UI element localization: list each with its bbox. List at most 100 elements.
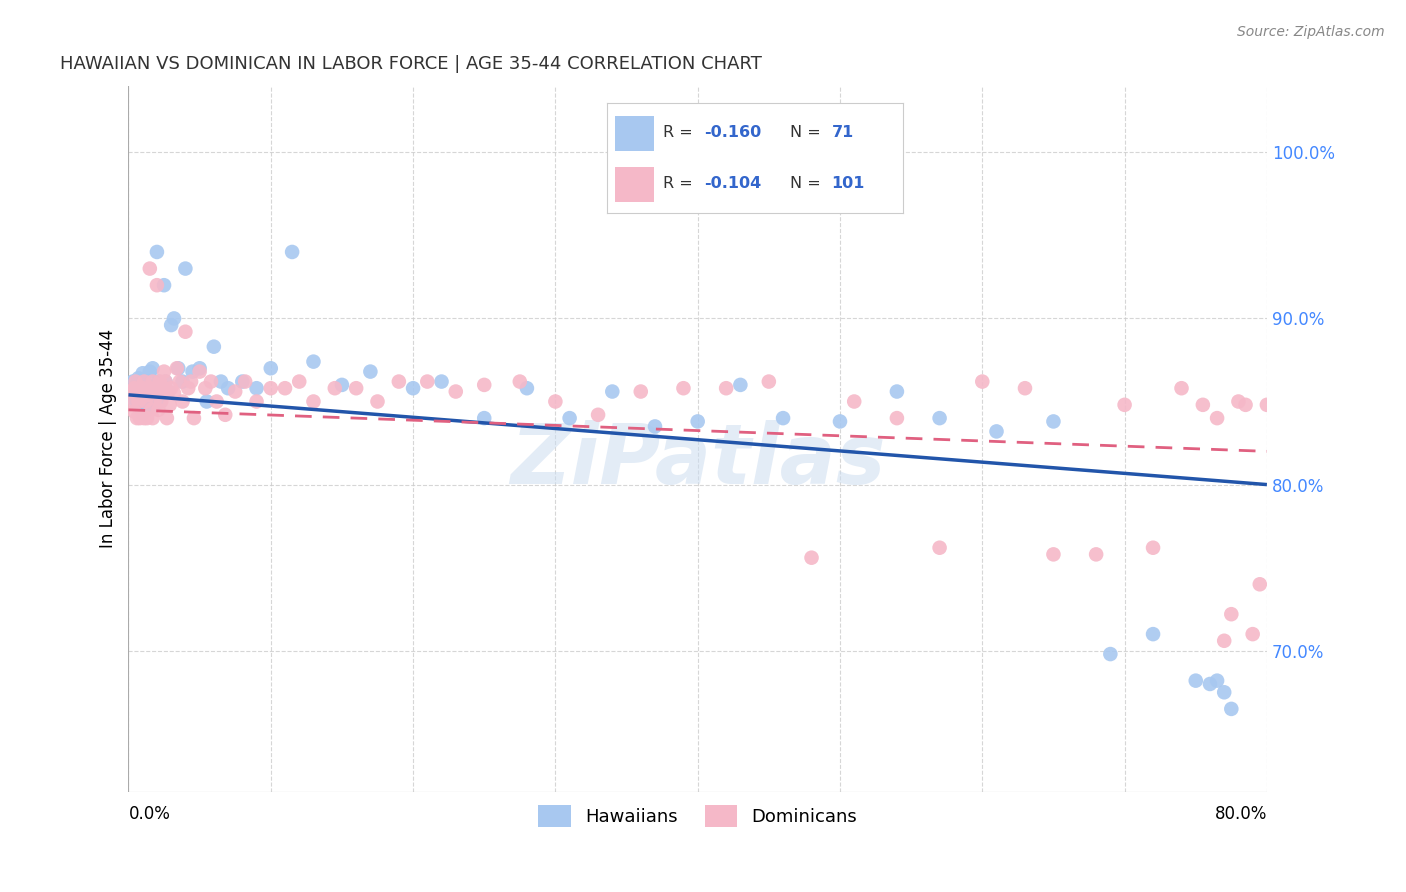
Point	[172, 394, 194, 409]
Point	[1199, 677, 1222, 691]
Point	[1256, 398, 1278, 412]
Point	[1085, 547, 1108, 561]
Point	[188, 365, 211, 379]
Point	[157, 384, 180, 399]
Point	[1142, 541, 1164, 555]
Point	[1014, 381, 1036, 395]
Point	[214, 408, 236, 422]
Point	[630, 384, 652, 399]
Point	[686, 414, 709, 428]
Point	[143, 384, 166, 399]
Point	[1313, 411, 1336, 425]
Point	[233, 375, 256, 389]
Point	[131, 406, 153, 420]
Point	[1220, 702, 1243, 716]
Point	[772, 411, 794, 425]
Point	[139, 365, 162, 379]
Point	[195, 394, 218, 409]
Point	[1213, 685, 1236, 699]
Point	[163, 386, 186, 401]
Point	[142, 361, 165, 376]
Point	[1284, 391, 1306, 405]
Point	[145, 388, 167, 402]
Point	[202, 340, 225, 354]
Point	[231, 375, 253, 389]
Point	[209, 375, 232, 389]
Point	[138, 394, 160, 409]
Point	[172, 375, 194, 389]
Point	[1298, 547, 1320, 561]
Point	[125, 384, 148, 399]
Point	[129, 381, 152, 395]
Point	[134, 392, 156, 407]
Point	[1192, 398, 1215, 412]
Point	[1170, 381, 1192, 395]
Text: ZiPatlas: ZiPatlas	[510, 419, 886, 500]
Point	[177, 381, 200, 395]
Point	[142, 375, 165, 389]
Point	[1227, 394, 1250, 409]
Point	[127, 394, 149, 409]
Point	[205, 394, 228, 409]
Text: Source: ZipAtlas.com: Source: ZipAtlas.com	[1237, 25, 1385, 39]
Point	[430, 375, 453, 389]
Point	[150, 388, 173, 402]
Text: HAWAIIAN VS DOMINICAN IN LABOR FORCE | AGE 35-44 CORRELATION CHART: HAWAIIAN VS DOMINICAN IN LABOR FORCE | A…	[60, 55, 762, 73]
Point	[152, 384, 174, 399]
Point	[157, 384, 180, 399]
Point	[121, 375, 143, 389]
Point	[169, 375, 191, 389]
Point	[128, 388, 150, 402]
Point	[366, 394, 388, 409]
Point	[155, 375, 177, 389]
Point	[972, 375, 994, 389]
Point	[134, 375, 156, 389]
Point	[200, 375, 222, 389]
Point	[1206, 673, 1229, 688]
Point	[730, 377, 752, 392]
Point	[886, 384, 908, 399]
Point	[141, 402, 163, 417]
Point	[148, 402, 170, 417]
Point	[302, 394, 325, 409]
Point	[194, 381, 217, 395]
Point	[544, 394, 567, 409]
Point	[323, 381, 346, 395]
Point	[143, 398, 166, 412]
Point	[155, 375, 177, 389]
Point	[1099, 647, 1122, 661]
Point	[260, 361, 283, 376]
Point	[224, 384, 246, 399]
Point	[1184, 673, 1206, 688]
Point	[131, 366, 153, 380]
Point	[125, 411, 148, 425]
Point	[149, 375, 172, 389]
Point	[120, 384, 142, 399]
Point	[131, 381, 153, 395]
Point	[139, 391, 162, 405]
Point	[1234, 398, 1257, 412]
Point	[128, 411, 150, 425]
Point	[122, 392, 145, 407]
Point	[1249, 577, 1271, 591]
Text: 80.0%: 80.0%	[1215, 805, 1267, 823]
Point	[160, 381, 183, 395]
Point	[138, 388, 160, 402]
Point	[134, 411, 156, 425]
Text: 0.0%: 0.0%	[128, 805, 170, 823]
Point	[122, 381, 145, 395]
Point	[127, 371, 149, 385]
Point	[174, 325, 197, 339]
Point	[1270, 398, 1292, 412]
Point	[1263, 394, 1285, 409]
Point	[124, 384, 146, 399]
Point	[139, 261, 162, 276]
Point	[146, 278, 169, 293]
Point	[181, 365, 204, 379]
Point	[139, 381, 162, 395]
Point	[1348, 394, 1371, 409]
Point	[1114, 398, 1136, 412]
Point	[828, 414, 851, 428]
Point	[153, 278, 176, 293]
Point	[146, 381, 169, 395]
